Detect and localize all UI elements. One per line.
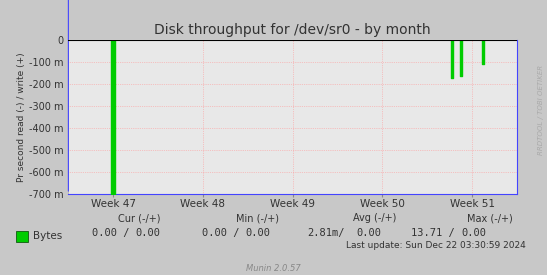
Text: 0.00: 0.00 bbox=[136, 228, 161, 238]
Title: Disk throughput for /dev/sr0 - by month: Disk throughput for /dev/sr0 - by month bbox=[154, 23, 431, 37]
Text: 0.00 /: 0.00 / bbox=[91, 228, 129, 238]
Text: 0.00: 0.00 bbox=[246, 228, 271, 238]
Text: Avg (-/+): Avg (-/+) bbox=[353, 213, 397, 223]
Text: 0.00 /: 0.00 / bbox=[202, 228, 240, 238]
Text: RRDTOOL / TOBI OETIKER: RRDTOOL / TOBI OETIKER bbox=[538, 65, 544, 155]
Text: 0.00: 0.00 bbox=[461, 228, 486, 238]
Bar bbox=[16, 231, 28, 241]
Text: Cur (-/+): Cur (-/+) bbox=[118, 213, 161, 223]
Text: Last update: Sun Dec 22 03:30:59 2024: Last update: Sun Dec 22 03:30:59 2024 bbox=[346, 241, 526, 250]
Text: Min (-/+): Min (-/+) bbox=[236, 213, 278, 223]
Text: 2.81m/: 2.81m/ bbox=[307, 228, 345, 238]
Text: Bytes: Bytes bbox=[33, 231, 62, 241]
Text: 0.00: 0.00 bbox=[356, 228, 381, 238]
Text: Max (-/+): Max (-/+) bbox=[467, 213, 513, 223]
Text: 13.71 /: 13.71 / bbox=[411, 228, 455, 238]
Y-axis label: Pr second read (-) / write (+): Pr second read (-) / write (+) bbox=[17, 52, 26, 182]
Text: Munin 2.0.57: Munin 2.0.57 bbox=[246, 264, 301, 273]
